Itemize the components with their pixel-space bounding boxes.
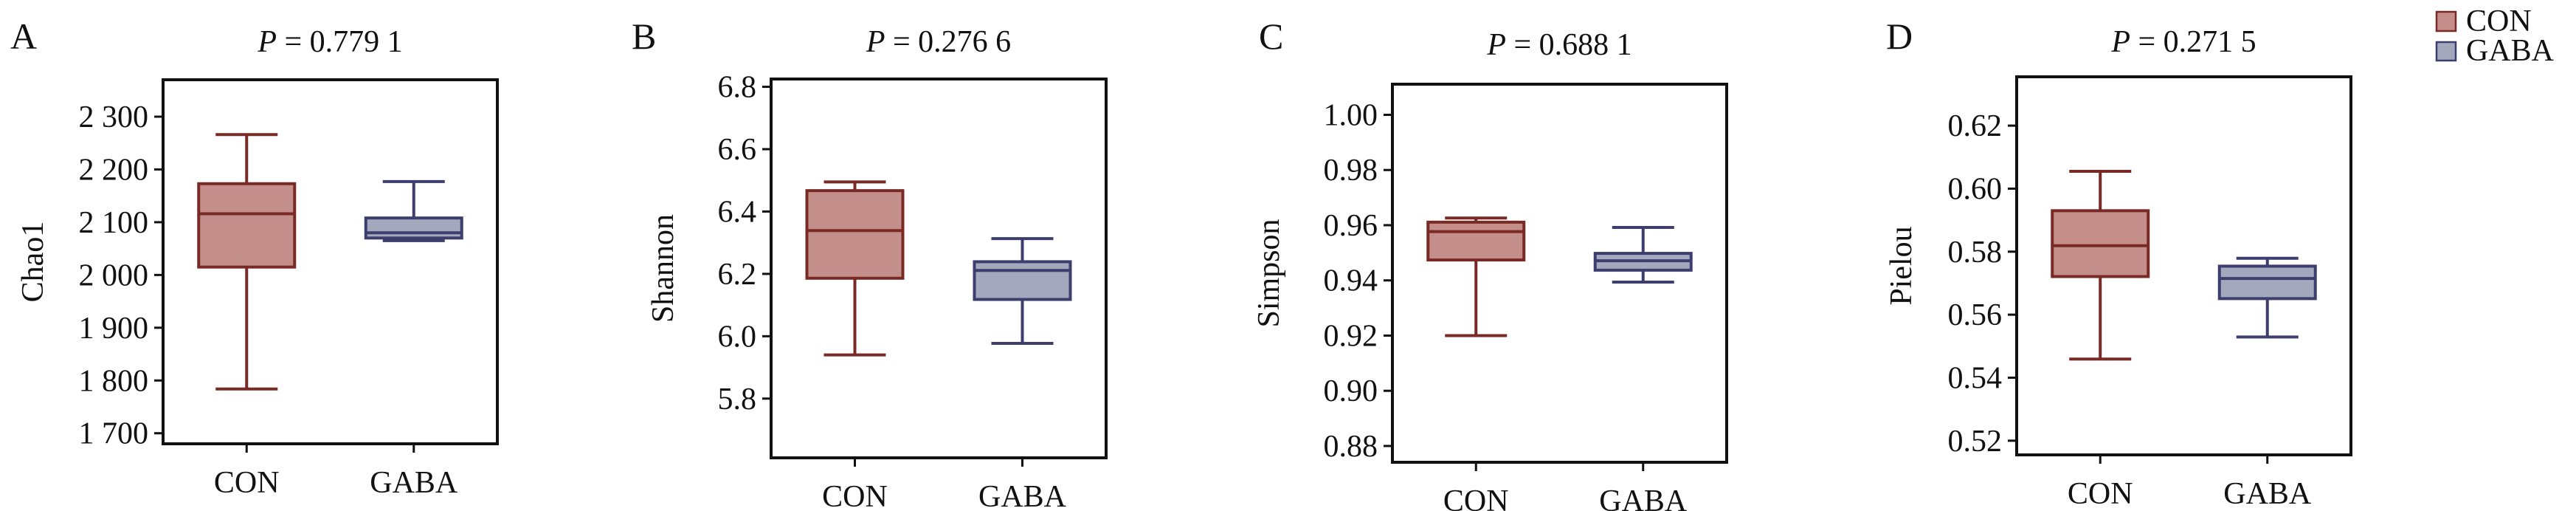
y-tick-label: 6.6 [718,133,757,167]
plot-frame [1391,83,1728,464]
box-gaba [364,179,463,242]
plot-frame [2015,75,2352,456]
x-tick-label: GABA [978,480,1067,511]
panel-letter: D [1886,16,1913,57]
y-tick-label: 6.8 [718,71,757,105]
panel-a: A P = 0.779 1 Chao1 1 700 1 800 1 900 2 000 2 1… [10,16,499,500]
y-tick-label: 2 200 [79,153,149,187]
y-tick-label: 1 900 [79,312,149,346]
x-tick-label: CON [214,466,280,500]
y-tick-label: 1.00 [1324,98,1378,132]
iqr-box [364,216,463,240]
panel-title: P = 0.276 6 [866,25,1011,59]
iqr-box [1426,220,1526,262]
x-tick-label: GABA [2223,477,2312,511]
box-con [805,180,905,357]
y-tick-label: 0.94 [1324,264,1378,298]
y-tick-label: 1 700 [79,417,149,451]
y-axis-label: Chao1 [16,222,50,303]
y-tick-label: 0.56 [1948,298,2003,332]
x-tick-label: CON [1443,484,1509,511]
y-tick-label: 0.90 [1324,374,1378,408]
iqr-box [805,189,905,280]
y-tick-label: 1 800 [79,364,149,398]
panel-b: B P = 0.276 6 Shannon 5.8 6.0 6.2 6.4 6.6 6.8 CON… [632,16,1108,511]
y-tick-label: 2 300 [79,100,149,134]
y-tick-label: 0.60 [1948,172,2003,206]
panel-c: C P = 0.688 1 Simpson 0.88 0.90 0.92 0.94 0.96 0… [1252,16,1728,511]
y-tick-label: 0.54 [1948,361,2003,395]
y-tick-label: 0.98 [1324,154,1378,188]
y-tick-label: 0.58 [1948,236,2003,270]
panel-letter: C [1259,16,1283,57]
panel-title: P = 0.688 1 [1486,28,1631,62]
legend-swatch-con [2435,10,2457,32]
box-con [2051,170,2150,361]
iqr-box [2217,264,2317,301]
iqr-box [2051,209,2150,278]
panel-title: P = 0.271 5 [2110,25,2256,59]
box-gaba [2217,256,2317,339]
y-tick-label: 0.52 [1948,425,2003,459]
y-tick-label: 0.62 [1948,109,2003,143]
panel-letter: B [632,16,656,57]
panel-letter: A [10,16,37,57]
y-axis-label: Simpson [1252,219,1286,327]
x-tick-label: CON [822,480,888,511]
y-tick-label: 0.92 [1324,319,1378,353]
box-con [1426,216,1526,337]
panel-d: D P = 0.271 5 Pielou 0.52 0.54 0.56 0.58 0.60 0.… [1885,16,2352,511]
x-tick-label: GABA [370,466,458,500]
y-axis-label: Pielou [1885,226,1919,305]
panel-title: P = 0.779 1 [257,25,402,59]
legend-swatch-gaba [2435,41,2457,62]
x-tick-label: CON [2068,477,2133,511]
plot-frame [162,78,499,445]
box-con [197,133,297,391]
iqr-box [973,260,1072,301]
iqr-box [197,182,297,269]
legend: CON GABA [2435,4,2555,68]
box-gaba [973,237,1072,346]
y-tick-label: 0.96 [1324,209,1378,243]
legend-label-gaba: GABA [2466,34,2555,68]
y-tick-label: 2 100 [79,206,149,240]
plot-frame [770,78,1108,459]
y-tick-label: 2 000 [79,258,149,292]
y-tick-label: 6.0 [718,320,757,354]
legend-label-con: CON [2466,4,2532,38]
box-gaba [1593,225,1693,284]
y-tick-label: 6.4 [718,195,757,229]
y-tick-label: 0.88 [1324,430,1378,464]
x-tick-label: GABA [1599,484,1688,511]
y-tick-label: 5.8 [718,383,757,416]
y-tick-label: 6.2 [718,258,757,292]
y-axis-label: Shannon [646,214,680,323]
